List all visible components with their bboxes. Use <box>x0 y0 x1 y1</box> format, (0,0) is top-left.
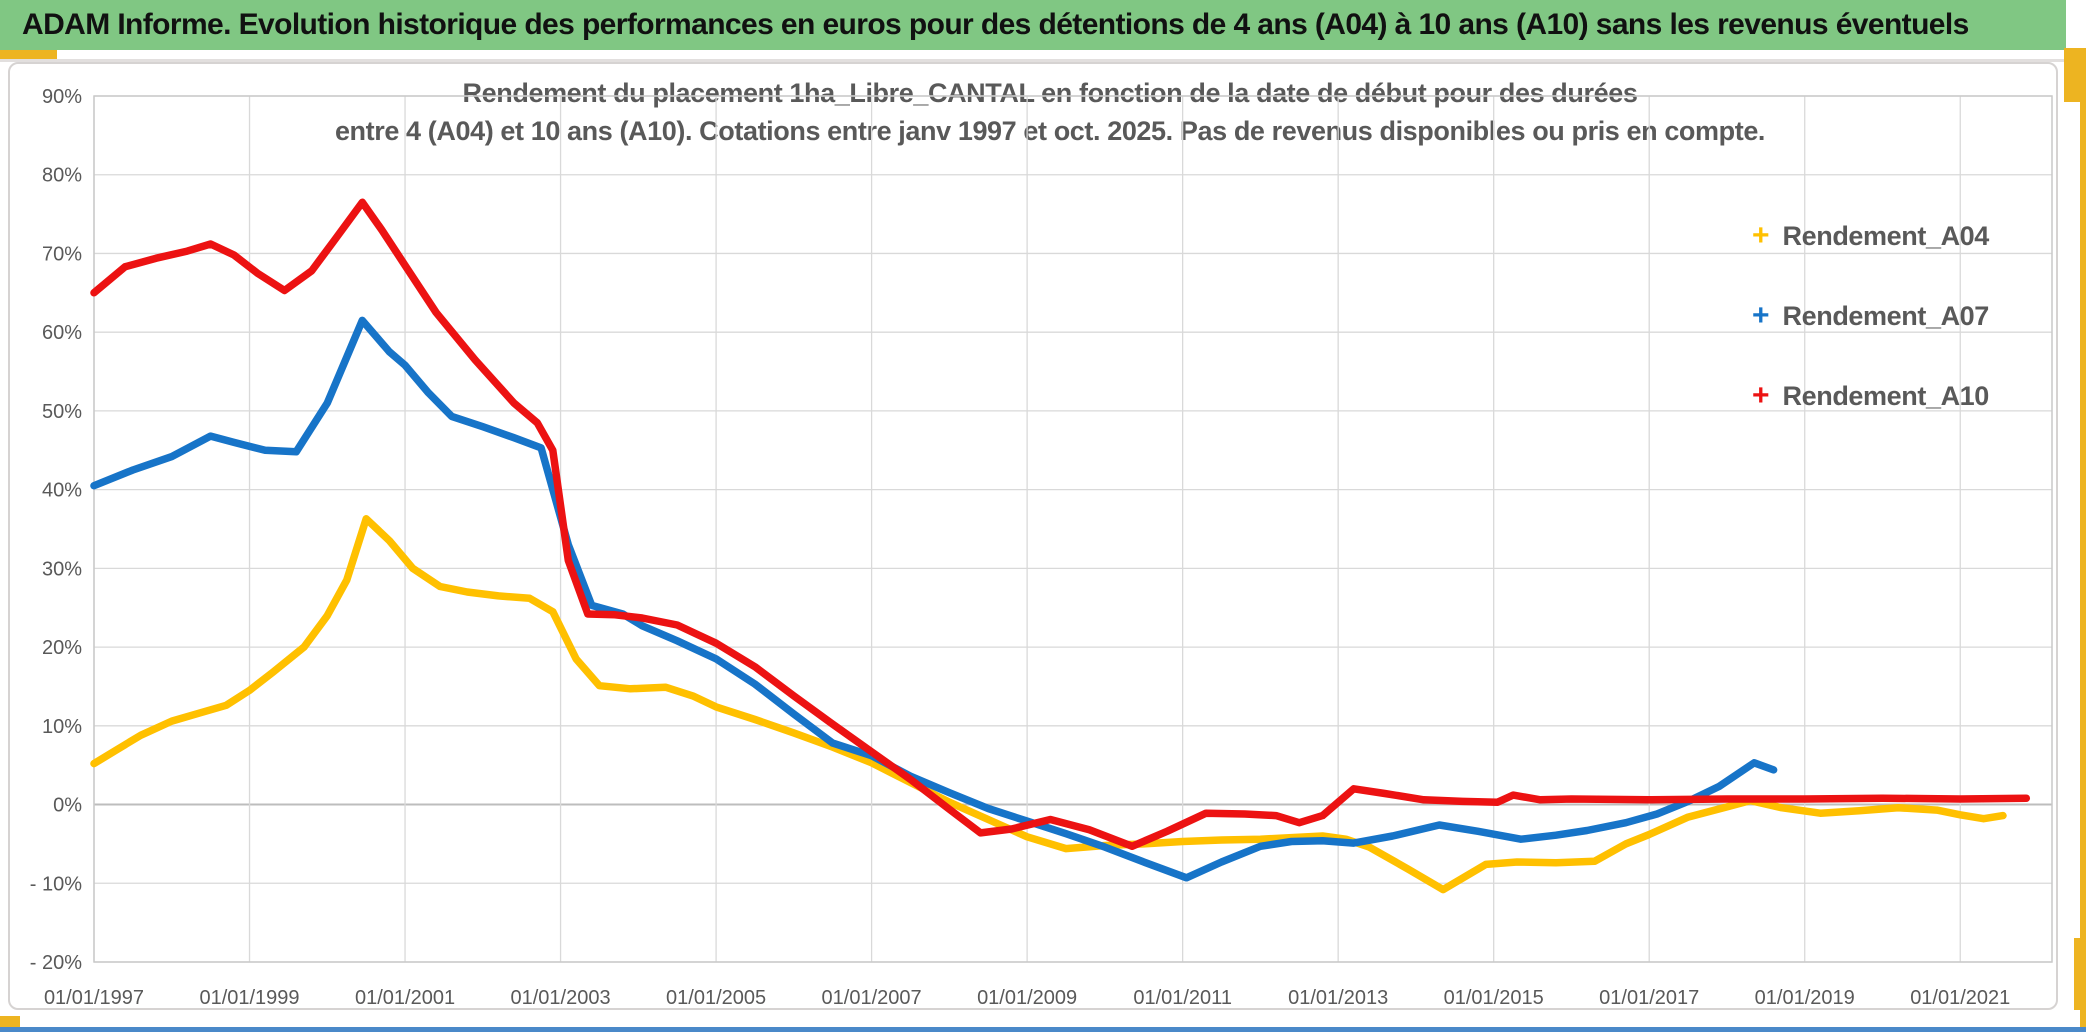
x-tick-label: 01/01/2021 <box>1910 987 2010 1009</box>
x-tick-label: 01/01/2005 <box>666 987 766 1009</box>
legend-label: Rendement_A10 <box>1782 380 1990 411</box>
y-tick-label: 0% <box>53 795 82 817</box>
x-tick-label: 01/01/1997 <box>44 987 144 1009</box>
y-tick-label: 60% <box>42 322 82 344</box>
legend-item-rendement-a04[interactable]: + Rendement_A04 <box>1752 196 1989 276</box>
y-tick-label: 80% <box>42 165 82 187</box>
header-divider <box>0 59 2086 62</box>
legend-label: Rendement_A04 <box>1782 220 1990 251</box>
legend-item-rendement-a07[interactable]: + Rendement_A07 <box>1752 276 1989 356</box>
y-tick-label: 20% <box>42 637 82 659</box>
chart-title: Rendement du placement 1ha_Libre_CANTAL … <box>320 74 1780 150</box>
chart-title-line2: entre 4 (A04) et 10 ans (A10). Cotations… <box>334 116 1766 146</box>
y-tick-label: - 10% <box>30 873 82 895</box>
x-tick-label: 01/01/2015 <box>1444 987 1544 1009</box>
x-tick-label: 01/01/1999 <box>199 987 299 1009</box>
y-tick-label: 30% <box>42 558 82 580</box>
x-tick-label: 01/01/2009 <box>977 987 1077 1009</box>
yellow-accent-top-left <box>0 50 57 59</box>
yellow-accent-top-right <box>2064 48 2086 102</box>
y-tick-label: - 20% <box>30 952 82 974</box>
plus-marker-icon: + <box>1752 219 1770 252</box>
bottom-edge-bar <box>0 1027 2086 1032</box>
y-tick-label: 40% <box>42 480 82 502</box>
app-header: ADAM Informe. Evolution historique des p… <box>0 0 2066 50</box>
legend-label: Rendement_A07 <box>1782 300 1990 331</box>
x-tick-label: 01/01/2011 <box>1133 987 1232 1009</box>
y-tick-label: 90% <box>42 86 82 108</box>
chart-title-line1: Rendement du placement 1ha_Libre_CANTAL … <box>462 78 1638 108</box>
x-tick-label: 01/01/2013 <box>1288 987 1388 1009</box>
y-tick-label: 70% <box>42 243 82 265</box>
y-tick-label: 50% <box>42 401 82 423</box>
x-tick-label: 01/01/2001 <box>355 987 455 1009</box>
yellow-accent-bottom-right <box>2074 938 2086 1010</box>
y-tick-label: 10% <box>42 716 82 738</box>
app-header-title: ADAM Informe. Evolution historique des p… <box>22 8 1969 41</box>
plot-border <box>93 95 2053 963</box>
series-line-Rendement_A10[interactable] <box>90 198 2031 851</box>
legend: + Rendement_A04 + Rendement_A07 + Rendem… <box>1752 196 1989 436</box>
plus-marker-icon: + <box>1752 379 1770 412</box>
series-line-Rendement_A04[interactable] <box>90 515 2007 894</box>
yellow-accent-right-rail <box>2080 48 2086 1032</box>
x-tick-label: 01/01/2003 <box>511 987 611 1009</box>
plus-marker-icon: + <box>1752 299 1770 332</box>
legend-item-rendement-a10[interactable]: + Rendement_A10 <box>1752 356 1989 436</box>
x-tick-label: 01/01/2017 <box>1599 987 1699 1009</box>
x-tick-label: 01/01/2019 <box>1755 987 1855 1009</box>
x-tick-label: 01/01/2007 <box>822 987 922 1009</box>
